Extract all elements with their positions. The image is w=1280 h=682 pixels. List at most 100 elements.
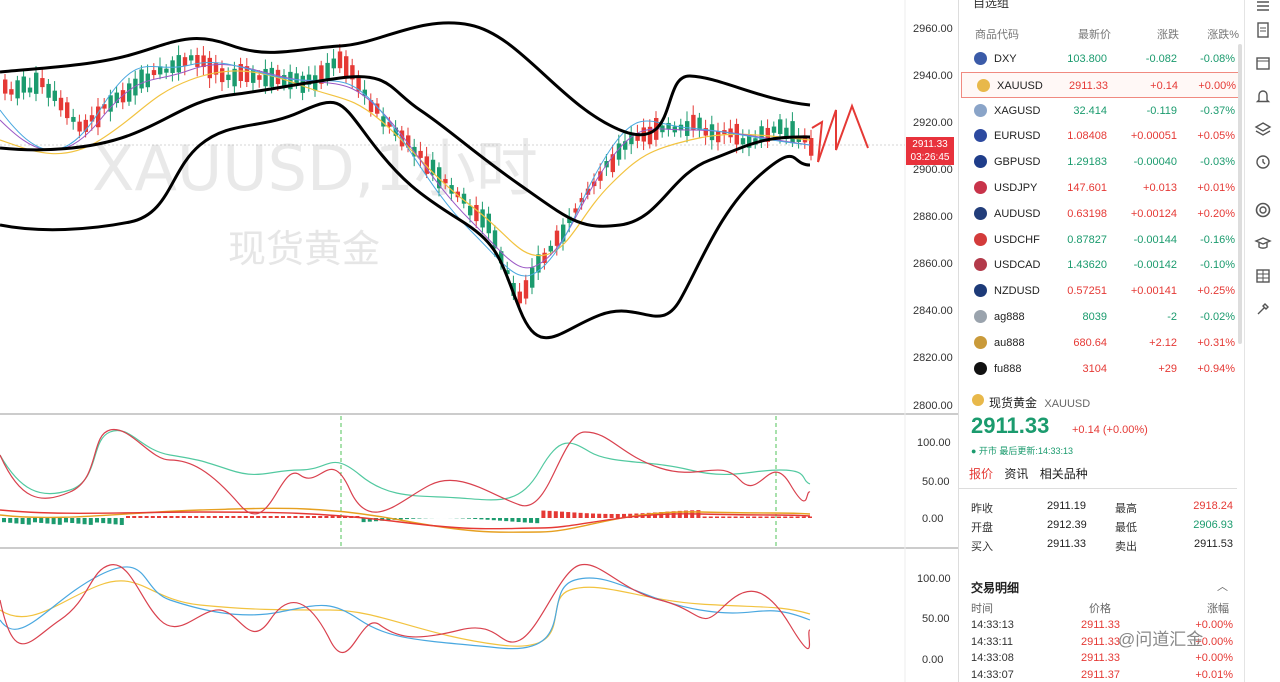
watchlist-last: 103.800 (1067, 53, 1107, 65)
tools-icon[interactable] (1253, 299, 1273, 319)
price-tick: 2920.00 (913, 117, 953, 129)
list-icon[interactable] (1253, 0, 1273, 16)
col-symbol[interactable]: 商品代码 (975, 29, 1019, 41)
watchlist-header: 商品代码 最新价 涨跌 涨跌% (959, 22, 1245, 42)
macd-bar (367, 518, 372, 522)
candle-body (740, 138, 746, 145)
candle-body (350, 65, 355, 80)
chevron-up-icon[interactable]: ︿ (1217, 581, 1228, 593)
quote-value: 2911.33 (1047, 538, 1086, 550)
watchlist-pct: -0.37% (1200, 104, 1235, 117)
macd-bar (144, 516, 149, 518)
candle-body (778, 119, 783, 135)
quote-label: 最高 (1115, 503, 1137, 515)
macd-bar (343, 516, 347, 518)
macd-bar (529, 518, 533, 523)
macd-bar (181, 516, 186, 518)
col-last[interactable]: 最新价 (1078, 29, 1111, 41)
us-flag-icon (974, 258, 987, 272)
price-chart[interactable]: XAUUSD,1小时 现货黄金 2960.00 2940.00 2920.00 … (0, 0, 958, 682)
watchlist-symbol: USDCHF (994, 233, 1040, 246)
macd-bar (88, 518, 93, 525)
watchlist-row[interactable]: USDJPY 147.601 +0.013 +0.01% (959, 175, 1237, 201)
watchlist-row[interactable]: fu888 3104 +29 +0.94% (959, 356, 1237, 382)
candle-body (207, 57, 212, 79)
macd-tick: 0.00 (922, 513, 943, 525)
watchlist-pct: +0.05% (1197, 130, 1235, 143)
candle-body (616, 143, 622, 160)
macd-bar (386, 518, 391, 521)
tab-news[interactable]: 资讯 (1004, 467, 1029, 481)
macd-bar (336, 516, 341, 518)
watchlist-row[interactable]: NZDUSD 0.57251 +0.00141 +0.25% (959, 278, 1237, 304)
candle-body (393, 127, 398, 136)
tab-related[interactable]: 相关品种 (1039, 467, 1088, 481)
macd-bar (256, 516, 261, 518)
candle-body (480, 209, 485, 228)
trade-pct: +0.00% (1195, 619, 1233, 631)
gold-coin-icon (974, 335, 987, 349)
candle-body (83, 119, 88, 132)
trades-col-pct: 涨幅 (1207, 603, 1229, 615)
macd-bar (535, 518, 540, 524)
macd-bar (318, 516, 323, 518)
col-pct[interactable]: 涨跌% (1207, 29, 1239, 41)
candle-body (282, 75, 287, 87)
watchlist-row[interactable]: GBPUSD 1.29183 -0.00040 -0.03% (959, 149, 1237, 175)
watchlist-title[interactable]: 自选组 (973, 0, 1010, 10)
layers-icon[interactable] (1253, 119, 1273, 139)
watchlist-symbol: XAUUSD (997, 79, 1043, 92)
watchlist-row[interactable]: USDCAD 1.43620 -0.00142 -0.10% (959, 252, 1237, 278)
watchlist-pct: -0.03% (1200, 156, 1235, 169)
macd-bar (113, 518, 118, 525)
watchlist-row[interactable]: AUDUSD 0.63198 +0.00124 +0.20% (959, 201, 1237, 227)
quote-row: 昨收 2911.19 最高 2918.24 (959, 498, 1237, 516)
watchlist-scrollbar[interactable] (1238, 44, 1242, 344)
candle-body (455, 191, 460, 198)
watchlist-row[interactable]: XAUUSD 2911.33 +0.14 +0.00% (961, 71, 1239, 98)
watchlist-last: 0.63198 (1067, 207, 1107, 220)
watchlist-change: +0.013 (1143, 182, 1177, 194)
watchlist-last: 0.87827 (1067, 233, 1107, 246)
trade-price: 2911.33 (1081, 619, 1120, 631)
macd-bar (45, 518, 50, 524)
macd-bar (622, 513, 626, 518)
macd-bar (324, 516, 329, 518)
watchlist-row[interactable]: EURUSD 1.08408 +0.00051 +0.05% (959, 123, 1237, 149)
candle-body (548, 245, 553, 252)
price-tick: 2820.00 (913, 352, 953, 364)
macd-bar (758, 516, 763, 518)
watchlist-pct: +0.25% (1197, 285, 1235, 298)
watchlist-row[interactable]: XAGUSD 32.414 -0.119 -0.37% (959, 98, 1237, 124)
candle-body (567, 216, 572, 224)
table-icon[interactable] (1253, 266, 1273, 286)
macd-bar (219, 516, 223, 518)
education-icon[interactable] (1253, 233, 1273, 253)
watchlist-row[interactable]: DXY 103.800 -0.082 -0.08% (959, 46, 1237, 72)
history-icon[interactable] (1253, 152, 1273, 172)
watchlist-change: -0.00142 (1133, 259, 1177, 272)
chart-area[interactable]: XAUUSD,1小时 现货黄金 2960.00 2940.00 2920.00 … (0, 0, 958, 682)
bell-icon[interactable] (1253, 86, 1273, 106)
broadcast-icon[interactable] (1253, 200, 1273, 220)
macd-bar (14, 518, 19, 524)
watchlist-last: 32.414 (1073, 104, 1107, 117)
macd-bar (243, 516, 248, 518)
macd-bar (479, 518, 484, 520)
calendar-icon[interactable] (1253, 53, 1273, 73)
col-change[interactable]: 涨跌 (1157, 29, 1179, 41)
tab-quote[interactable]: 报价 (969, 467, 994, 481)
watchlist-row[interactable]: USDCHF 0.87827 -0.00144 -0.16% (959, 227, 1237, 253)
watchlist-change: -0.00040 (1133, 156, 1177, 169)
candle-body (647, 126, 653, 145)
watchlist-row[interactable]: ag888 8039 -2 -0.02% (959, 304, 1237, 330)
watchlist-pct: +0.94% (1197, 362, 1235, 375)
macd-bar (795, 516, 800, 518)
us-flag-icon (974, 181, 987, 194)
macd-bar (603, 513, 608, 518)
candle-body (437, 167, 442, 189)
document-icon[interactable] (1253, 20, 1273, 40)
macd-bar (560, 511, 564, 518)
candle-body (517, 291, 522, 304)
watchlist-row[interactable]: au888 680.64 +2.12 +0.31% (959, 330, 1237, 356)
